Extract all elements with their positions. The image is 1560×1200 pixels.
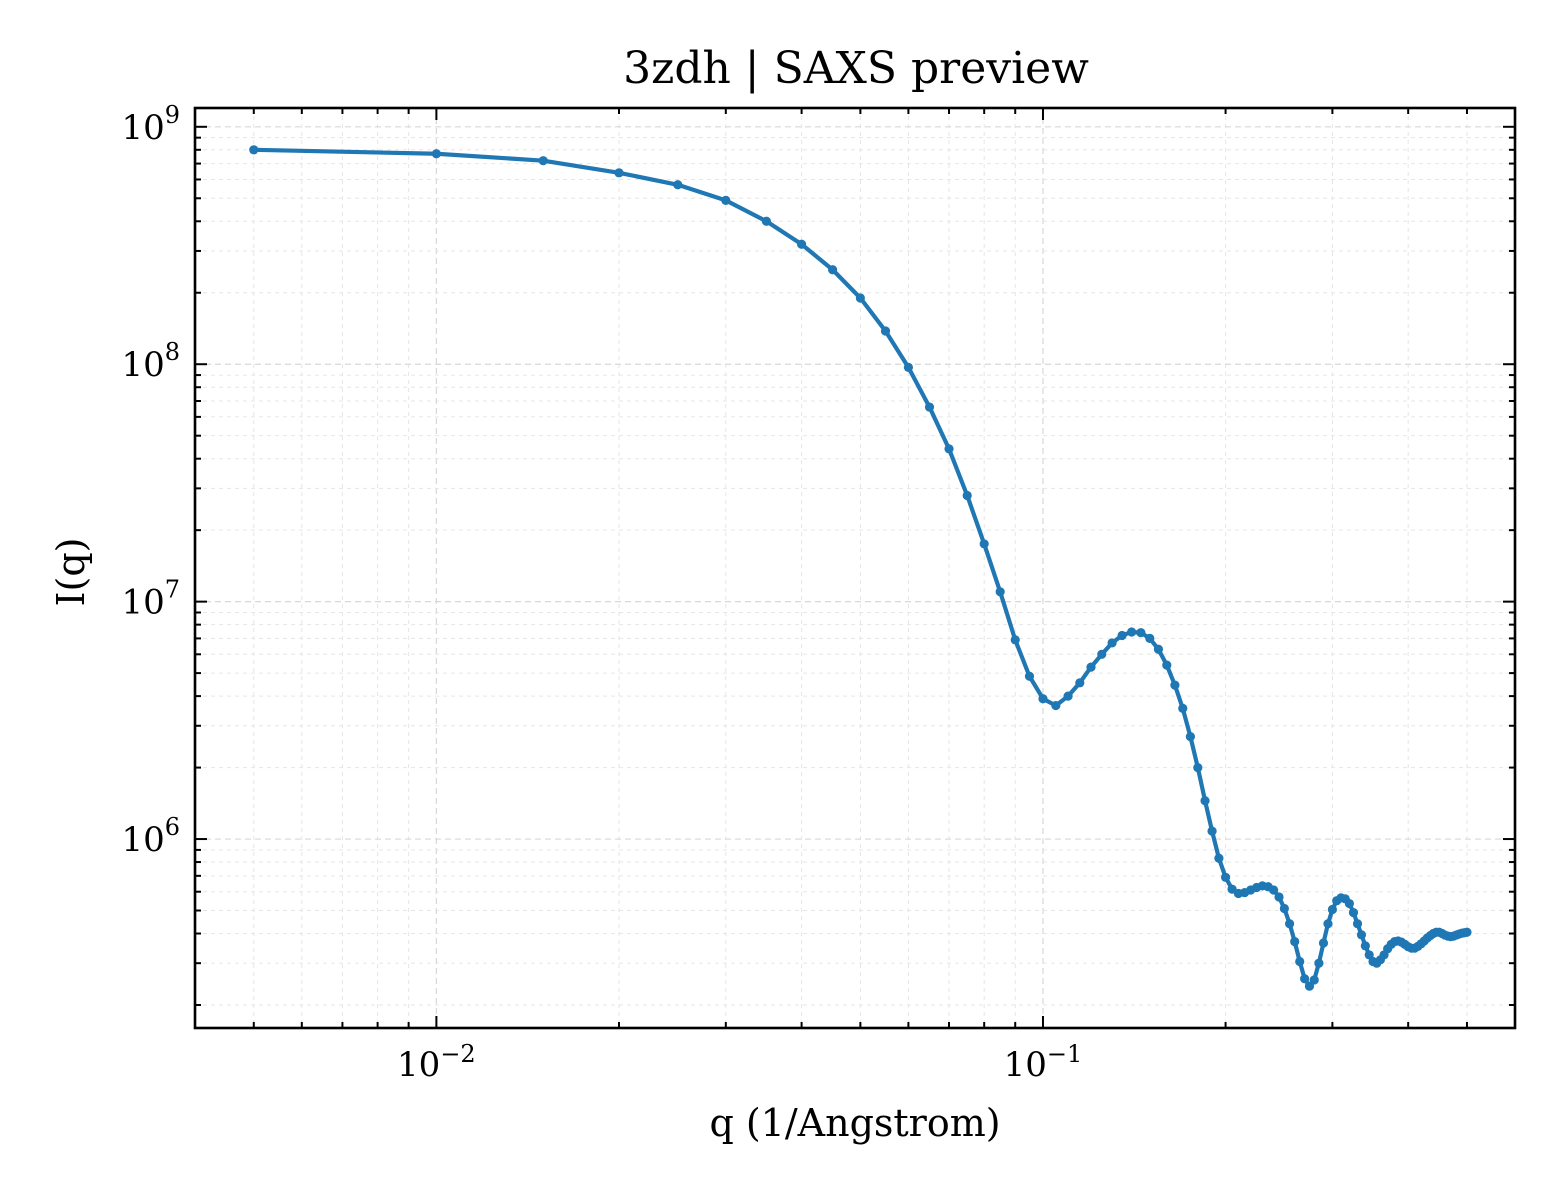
data-point <box>1304 981 1315 991</box>
data-point <box>1327 904 1337 915</box>
data-point <box>1193 762 1203 773</box>
data-point <box>1348 908 1359 918</box>
data-point <box>1153 644 1164 654</box>
data-point <box>796 239 807 249</box>
data-point <box>1136 628 1146 638</box>
data-point <box>1097 649 1107 659</box>
data-point <box>1279 903 1289 914</box>
data-point <box>1200 796 1210 806</box>
grid <box>194 108 1515 1028</box>
data-point <box>1274 892 1284 902</box>
x-tick-label: 10−2 <box>397 1040 476 1085</box>
data-point <box>721 195 731 205</box>
data-point <box>1207 826 1217 836</box>
data-point <box>1010 635 1020 645</box>
x-axis-label: q (1/Angstrom) <box>709 1101 1000 1145</box>
data-point <box>614 168 624 178</box>
data-point <box>1127 627 1137 637</box>
data-point <box>1269 885 1279 895</box>
data-point <box>1318 938 1329 948</box>
data-point <box>1220 872 1231 882</box>
data-point <box>1300 974 1310 984</box>
data-point <box>1117 630 1127 641</box>
y-axis-label: I(q) <box>49 538 93 607</box>
data-point <box>1284 919 1295 929</box>
data-point <box>1360 941 1370 951</box>
data-point <box>1086 662 1096 672</box>
data-point <box>1145 633 1155 644</box>
data-point <box>1352 919 1363 929</box>
data-point <box>962 490 972 501</box>
plot-area <box>249 145 1472 991</box>
data-point <box>1462 927 1472 937</box>
data-point <box>673 180 683 190</box>
y-tick-label: 107 <box>121 576 180 623</box>
data-point <box>1178 703 1188 714</box>
data-point <box>1075 678 1085 688</box>
data-point <box>1214 853 1224 863</box>
data-point <box>1309 975 1319 985</box>
data-point <box>1295 956 1305 967</box>
y-tick-label: 106 <box>121 813 180 860</box>
data-point <box>761 216 772 226</box>
data-point <box>1063 691 1073 701</box>
data-point <box>903 362 914 372</box>
data-point <box>1170 680 1180 690</box>
data-point <box>1344 898 1354 909</box>
data-point <box>249 145 259 155</box>
data-point <box>979 539 989 549</box>
data-point <box>944 444 954 454</box>
y-tick-label: 108 <box>121 338 180 385</box>
data-point <box>1356 930 1367 940</box>
data-point <box>1107 638 1117 648</box>
data-point <box>828 265 838 275</box>
data-point <box>538 156 548 166</box>
data-point <box>1024 671 1035 681</box>
data-point <box>1323 919 1333 929</box>
data-point <box>855 293 865 303</box>
data-point <box>1038 694 1048 704</box>
data-point <box>1314 958 1324 968</box>
chart-title: 3zdh | SAXS preview <box>623 43 1089 94</box>
data-point <box>1162 660 1172 670</box>
plot-frame <box>193 106 1517 1030</box>
tick-labels: 10−2 10−1 106 107 108 109 <box>121 101 1082 1085</box>
data-point <box>1290 936 1300 947</box>
data-point <box>995 587 1005 597</box>
data-point <box>1051 700 1061 711</box>
data-point <box>924 402 935 412</box>
data-point <box>1185 732 1195 742</box>
data-point <box>880 326 891 336</box>
data-point <box>431 149 441 159</box>
x-tick-label: 10−1 <box>1004 1040 1083 1085</box>
y-tick-label: 109 <box>121 101 180 148</box>
